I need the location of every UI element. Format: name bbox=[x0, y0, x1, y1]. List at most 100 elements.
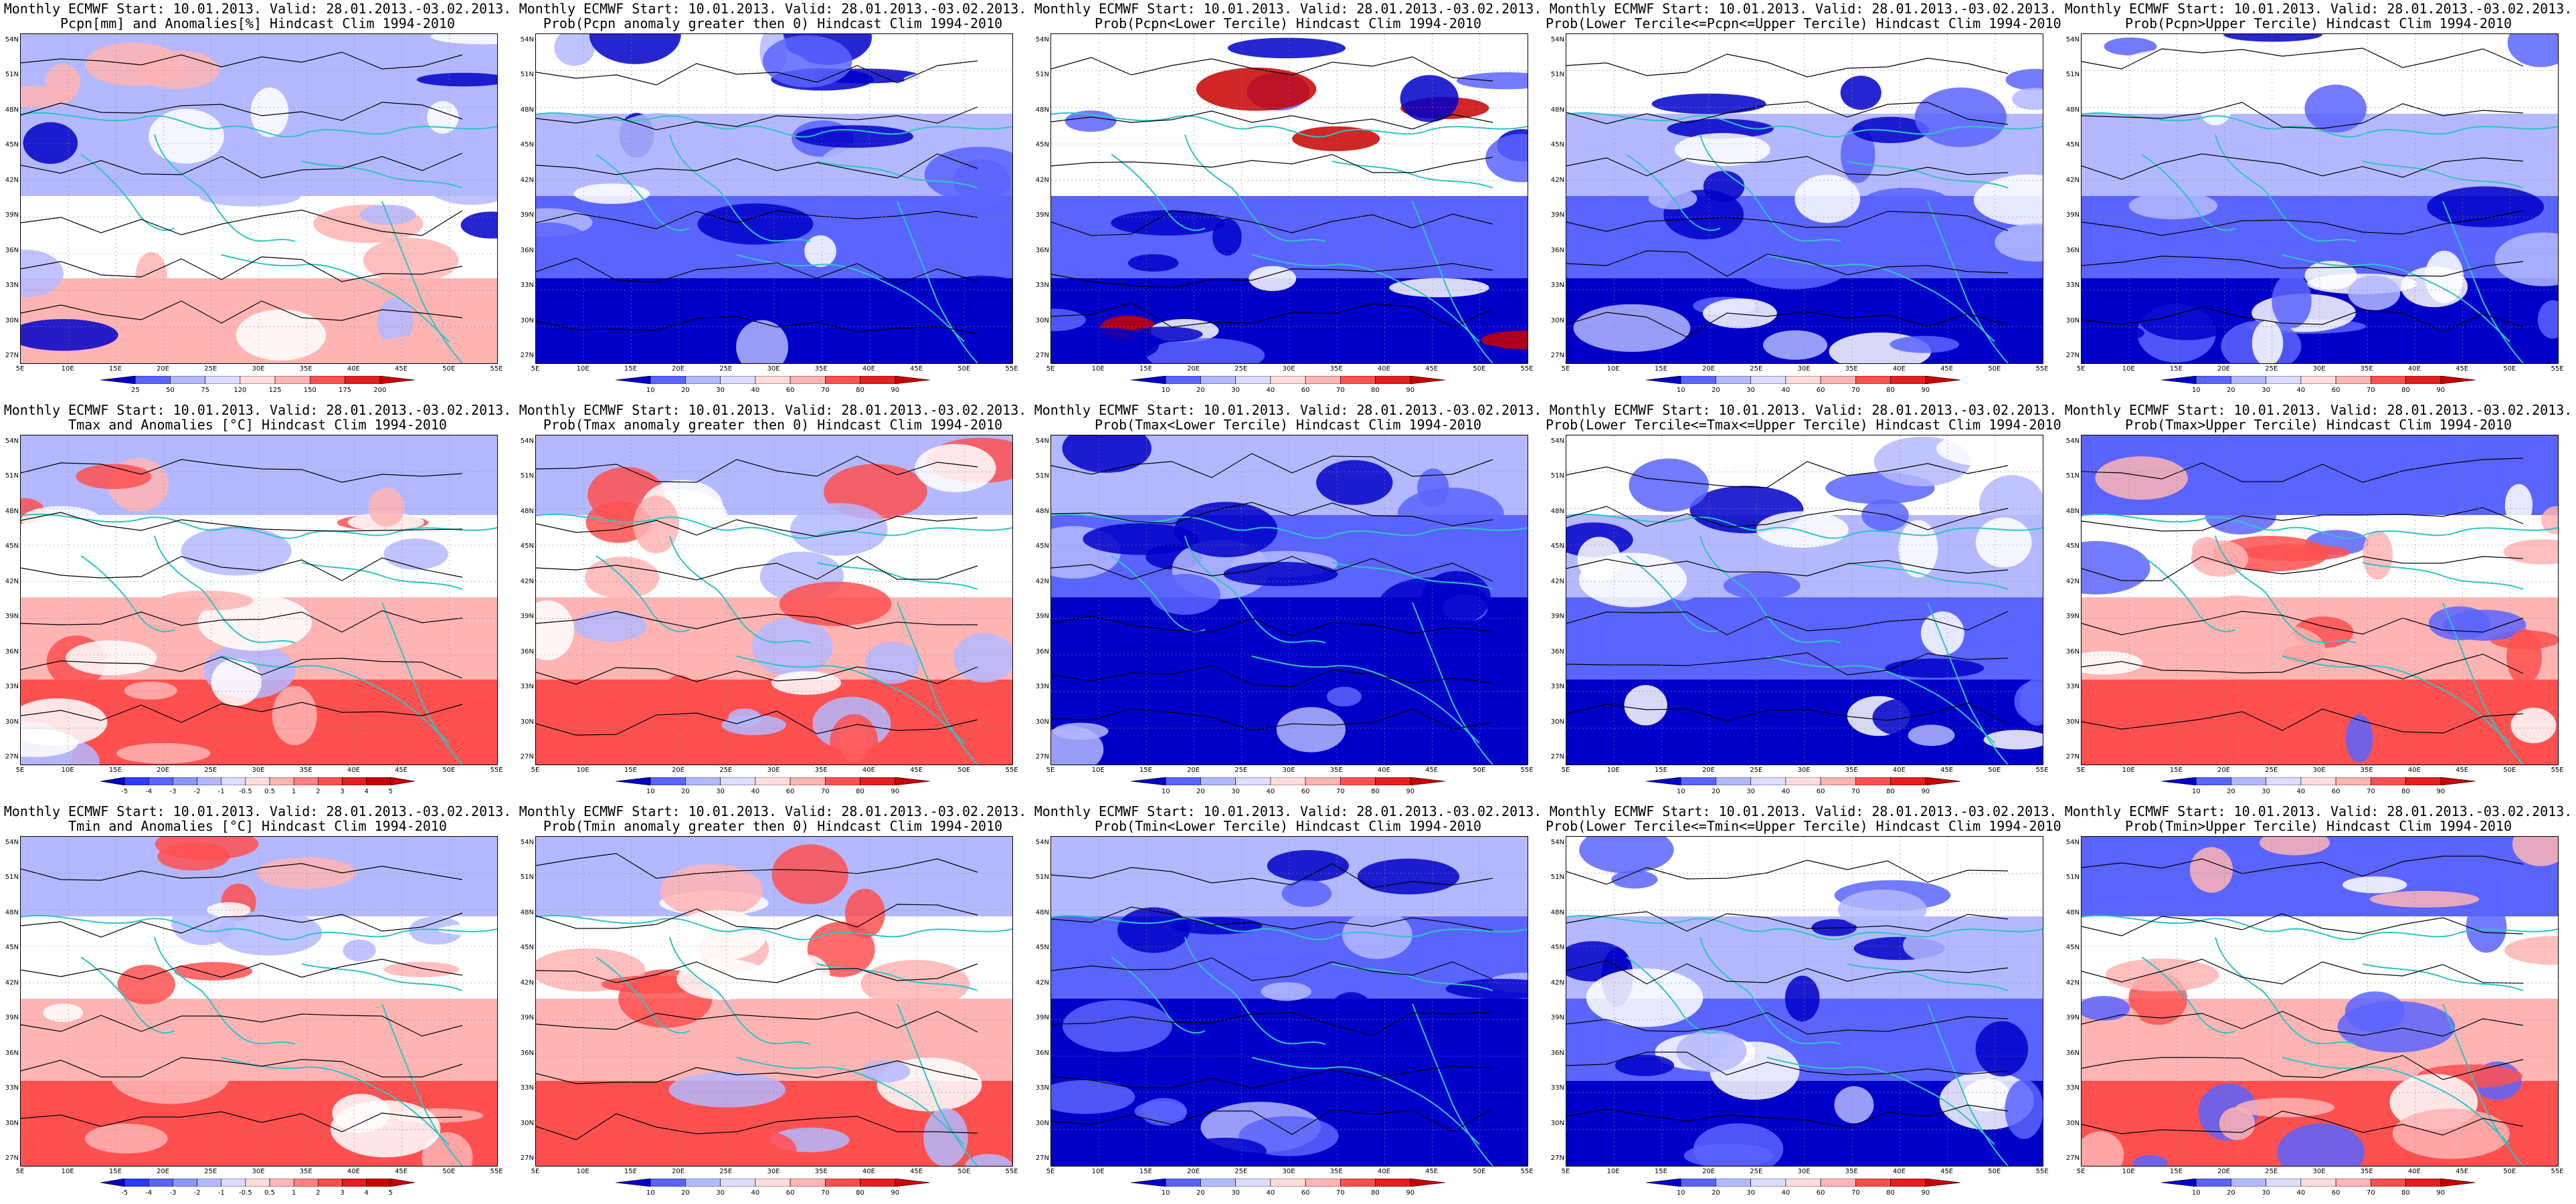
panel-title: Monthly ECMWF Start: 10.01.2013. Valid: … bbox=[1549, 1, 2057, 17]
longitude-label: 20E bbox=[157, 767, 170, 774]
colorbar-label: 0.5 bbox=[264, 788, 276, 795]
latitude-label: 36N bbox=[5, 647, 19, 656]
field-patch bbox=[157, 842, 230, 871]
latitude-label: 27N bbox=[5, 1155, 19, 1162]
contour-line bbox=[2082, 256, 2524, 277]
contour-line bbox=[21, 102, 463, 121]
longitude-label: 20E bbox=[2217, 1168, 2231, 1175]
field-patch bbox=[1063, 1000, 1172, 1052]
colorbar-label: 30 bbox=[1746, 387, 1756, 394]
colorbar-swatch bbox=[2371, 777, 2406, 785]
field-patch bbox=[1615, 1054, 1675, 1076]
colorbar-label: 70 bbox=[820, 1189, 830, 1197]
coastline bbox=[1412, 1003, 1493, 1166]
latitude-label: 51N bbox=[5, 472, 19, 480]
field-patch bbox=[2506, 629, 2542, 685]
colorbar-swatch bbox=[1716, 376, 1751, 384]
latitude-label: 30N bbox=[1550, 316, 1564, 324]
map-panel: Monthly ECMWF Start: 10.01.2013. Valid: … bbox=[515, 0, 1030, 401]
coastline bbox=[536, 513, 1012, 539]
longitude-label: 40E bbox=[862, 365, 875, 373]
contour-line bbox=[21, 52, 463, 70]
panel-subtitle: Prob(Lower Tercile<=Pcpn<=Upper Tercile)… bbox=[1546, 15, 2061, 31]
field-patch bbox=[780, 954, 830, 997]
field-patch bbox=[66, 640, 157, 676]
latitude-label: 42N bbox=[1550, 979, 1564, 987]
panel-subtitle: Prob(Tmin anomaly greater then 0) Hindca… bbox=[543, 818, 1003, 834]
field-patch bbox=[2122, 49, 2239, 78]
field-patch bbox=[1357, 858, 1460, 895]
field-patch bbox=[2315, 936, 2395, 991]
colorbar-swatch bbox=[345, 376, 381, 384]
latitude-label: 45N bbox=[1550, 542, 1564, 550]
coastline bbox=[1251, 1057, 1480, 1145]
field-patch bbox=[1874, 34, 1966, 64]
panel-subtitle: Tmax and Anomalies [°C] Hindcast Clim 19… bbox=[68, 417, 447, 433]
longitude-label: 40E bbox=[347, 1168, 360, 1175]
latitude-label: 48N bbox=[5, 106, 19, 114]
panel-title: Monthly ECMWF Start: 10.01.2013. Valid: … bbox=[1034, 402, 1542, 418]
colorbar-swatch bbox=[790, 1179, 826, 1187]
colorbar-swatch bbox=[1131, 376, 1166, 384]
field-patch bbox=[573, 610, 647, 642]
colorbar-swatch bbox=[895, 1179, 930, 1187]
longitude-label: 55E bbox=[490, 767, 503, 774]
colorbar-swatch bbox=[685, 1179, 721, 1187]
field-patch bbox=[1573, 304, 1691, 353]
field-patch bbox=[1852, 116, 1930, 144]
colorbar-swatch bbox=[293, 1179, 318, 1187]
colorbar-label: 10 bbox=[1161, 1189, 1170, 1197]
coastline bbox=[1766, 656, 1995, 744]
latitude-label: 27N bbox=[2065, 753, 2080, 761]
latitude-label: 51N bbox=[1550, 71, 1564, 79]
coastline bbox=[381, 602, 463, 765]
latitude-label: 42N bbox=[1035, 176, 1049, 184]
longitude-label: 40E bbox=[347, 767, 360, 774]
longitude-label: 10E bbox=[2122, 767, 2135, 774]
colorbar-label: 20 bbox=[681, 1189, 690, 1197]
colorbar bbox=[1646, 1179, 1960, 1187]
field-patch bbox=[1902, 921, 2023, 969]
field-patch bbox=[1447, 344, 1507, 359]
colorbar-label: 90 bbox=[891, 788, 900, 795]
field-patch bbox=[1566, 941, 1630, 982]
colorbar-label: 90 bbox=[1406, 788, 1415, 795]
field-patch bbox=[1223, 562, 1338, 587]
colorbar-swatch bbox=[1716, 777, 1751, 785]
colorbar-label: 70 bbox=[2366, 1189, 2375, 1197]
colorbar-label: 70 bbox=[1851, 788, 1860, 795]
contour-line bbox=[1051, 957, 1493, 981]
latitude-label: 27N bbox=[520, 1155, 534, 1162]
colorbar-label: -0.5 bbox=[239, 1189, 252, 1197]
contour-line bbox=[536, 106, 978, 130]
contour-line bbox=[21, 912, 463, 938]
field-patch bbox=[1841, 126, 1875, 183]
latitude-label: 33N bbox=[520, 1084, 534, 1092]
colorbar-label: 20 bbox=[681, 387, 690, 394]
latitude-label: 36N bbox=[5, 246, 19, 254]
field-patch bbox=[373, 335, 465, 361]
longitude-label: 50E bbox=[1988, 365, 2001, 373]
contour-line bbox=[2082, 102, 2524, 129]
longitude-label: 45E bbox=[395, 767, 408, 774]
colorbar-label: 175 bbox=[339, 387, 352, 394]
longitude-label: 25E bbox=[2265, 1168, 2278, 1175]
colorbar-label: 1 bbox=[292, 788, 296, 795]
latitude-label: 39N bbox=[520, 211, 534, 219]
field-patch bbox=[1238, 1116, 1339, 1157]
contour-line bbox=[21, 512, 463, 532]
contour-line bbox=[1566, 211, 2009, 232]
field-patch bbox=[990, 882, 1012, 914]
colorbar-swatch bbox=[1785, 376, 1821, 384]
colorbar bbox=[1131, 376, 1445, 384]
contour-line bbox=[1566, 860, 2009, 885]
colorbar-label: 30 bbox=[1231, 387, 1240, 394]
coastline bbox=[1184, 134, 1326, 242]
field-patch bbox=[293, 1029, 398, 1047]
colorbar-swatch bbox=[1646, 376, 1681, 384]
coastline bbox=[1251, 254, 1480, 342]
field-patch bbox=[671, 910, 767, 961]
latitude-label: 45N bbox=[2065, 542, 2080, 550]
latitude-label: 48N bbox=[2065, 106, 2080, 114]
panel-title: Monthly ECMWF Start: 10.01.2013. Valid: … bbox=[3, 402, 512, 418]
